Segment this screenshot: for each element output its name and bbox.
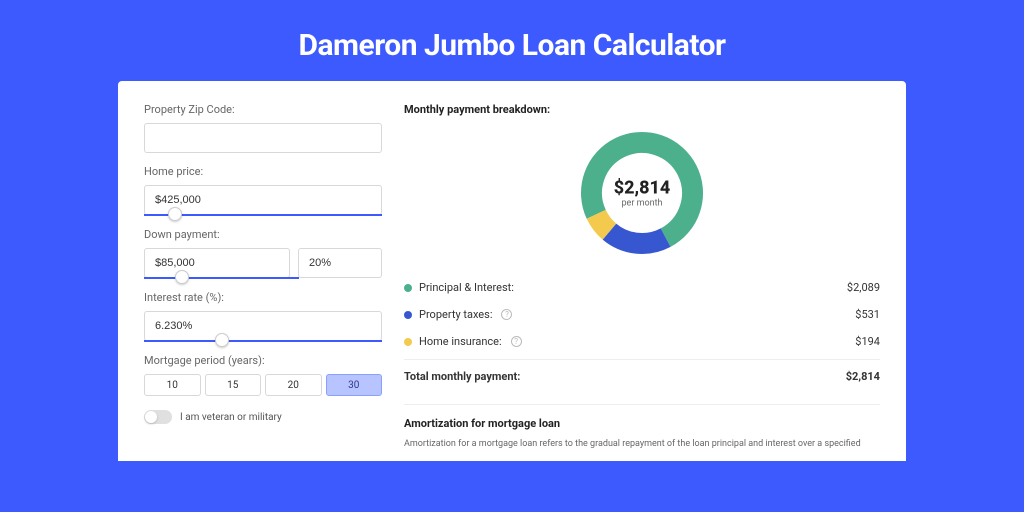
legend-total-value: $2,814	[846, 370, 880, 383]
legend-total-row: Total monthly payment: $2,814	[404, 359, 880, 390]
period-btn-20[interactable]: 20	[265, 374, 322, 396]
legend-label: Principal & Interest:	[419, 281, 514, 294]
zip-input[interactable]	[144, 123, 382, 153]
period-field-group: Mortgage period (years): 10152030	[144, 354, 382, 396]
interest-slider-thumb[interactable]	[215, 333, 229, 347]
legend-dot-icon	[404, 338, 412, 346]
down-payment-percent-input[interactable]	[298, 248, 382, 278]
legend-value: $2,089	[847, 281, 880, 294]
zip-label: Property Zip Code:	[144, 103, 382, 116]
info-icon[interactable]: ?	[501, 309, 512, 320]
donut-wrap: $2,814 per month	[404, 128, 880, 258]
legend-value: $531	[855, 308, 880, 321]
breakdown-title: Monthly payment breakdown:	[404, 103, 880, 116]
interest-slider[interactable]	[144, 340, 382, 342]
home-price-field-group: Home price:	[144, 165, 382, 216]
donut-sub: per month	[614, 199, 671, 209]
legend-list: Principal & Interest: $2,089 Property taxe…	[404, 274, 880, 355]
interest-field-group: Interest rate (%):	[144, 291, 382, 342]
legend-dot-icon	[404, 311, 412, 319]
interest-label: Interest rate (%):	[144, 291, 382, 304]
legend-value: $194	[855, 335, 880, 348]
legend-row: Property taxes:? $531	[404, 301, 880, 328]
veteran-toggle-row: I am veteran or military	[144, 410, 382, 424]
interest-input[interactable]	[144, 311, 382, 341]
period-btn-30[interactable]: 30	[326, 374, 383, 396]
donut-amount: $2,814	[614, 178, 671, 199]
down-payment-amount-input[interactable]	[144, 248, 290, 278]
legend-label: Property taxes:	[419, 308, 492, 321]
info-icon[interactable]: ?	[511, 336, 522, 347]
down-payment-field-group: Down payment:	[144, 228, 382, 279]
home-price-slider-thumb[interactable]	[168, 207, 182, 221]
amortization-text: Amortization for a mortgage loan refers …	[404, 438, 880, 451]
donut-segment	[596, 214, 609, 231]
form-panel: Property Zip Code: Home price: Down paym…	[144, 103, 382, 451]
period-label: Mortgage period (years):	[144, 354, 382, 367]
legend-label: Home insurance:	[419, 335, 502, 348]
legend-row: Principal & Interest: $2,089	[404, 274, 880, 301]
legend-total-label: Total monthly payment:	[404, 370, 520, 383]
amortization-block: Amortization for mortgage loan Amortizat…	[404, 404, 880, 451]
legend-row: Home insurance:? $194	[404, 328, 880, 355]
legend-dot-icon	[404, 284, 412, 292]
veteran-label: I am veteran or military	[180, 412, 282, 423]
down-payment-slider-thumb[interactable]	[175, 270, 189, 284]
home-price-slider[interactable]	[144, 214, 382, 216]
amortization-title: Amortization for mortgage loan	[404, 417, 880, 430]
period-btn-10[interactable]: 10	[144, 374, 201, 396]
donut-chart: $2,814 per month	[577, 128, 707, 258]
down-payment-label: Down payment:	[144, 228, 382, 241]
zip-field-group: Property Zip Code:	[144, 103, 382, 153]
home-price-label: Home price:	[144, 165, 382, 178]
period-btn-15[interactable]: 15	[205, 374, 262, 396]
veteran-toggle[interactable]	[144, 410, 172, 424]
donut-segment	[609, 232, 665, 244]
breakdown-panel: Monthly payment breakdown: $2,814 per mo…	[404, 103, 880, 451]
calculator-card: Property Zip Code: Home price: Down paym…	[118, 81, 906, 461]
down-payment-slider[interactable]	[144, 277, 299, 279]
page-title: Dameron Jumbo Loan Calculator	[0, 0, 1024, 81]
